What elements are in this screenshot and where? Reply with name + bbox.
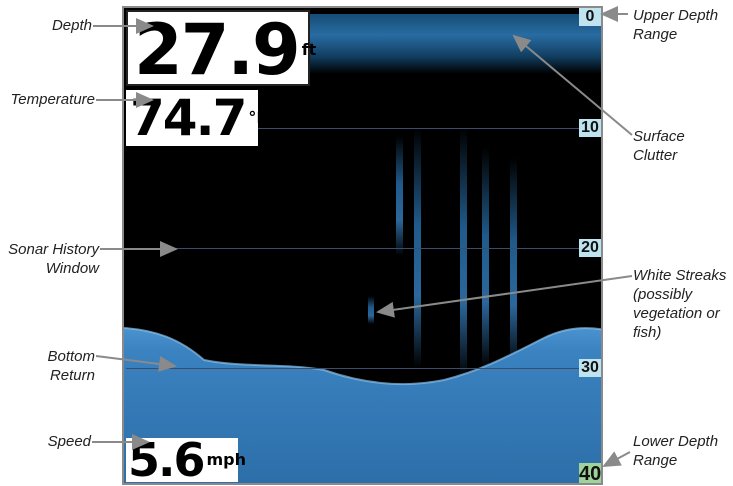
bottom-return-callout: Bottom Return [47, 347, 95, 385]
surface-clutter-callout-line [512, 34, 633, 136]
upper-depth-range-line-1: Upper Depth [633, 7, 719, 24]
temperature-unit: °F [248, 108, 268, 127]
white-streaks-callout: White Streaks (possibly vegetation or fi… [633, 266, 726, 342]
depth-callout: Depth [51, 17, 92, 34]
fish-arch [368, 296, 374, 324]
fish-arch [482, 148, 489, 368]
depth-readout: 27.9 ft [126, 10, 316, 88]
lower-depth-range-callout: Lower Depth Range [633, 432, 718, 470]
surface-clutter-line-2: Clutter [633, 147, 678, 164]
surface-clutter-line-1: Surface [633, 128, 685, 145]
speed-callout: Speed [47, 433, 91, 450]
white-streaks-callout-line [376, 275, 633, 318]
depth-tick-lower: 40 [579, 463, 602, 485]
sonar-history-line-2: Window [45, 260, 99, 277]
lower-range-callout-line [602, 451, 631, 467]
fish-arch [460, 128, 467, 378]
fish-arch [510, 158, 517, 368]
depth-gridline-10 [126, 128, 579, 129]
depth-tick-upper: 0 [579, 8, 601, 26]
upper-depth-range-callout: Upper Depth Range [633, 6, 718, 44]
white-streaks-line-4: fish) [633, 324, 662, 341]
fish-arch [396, 136, 403, 256]
white-streaks-line-3: vegetation or [633, 305, 720, 322]
upper-depth-range-line-2: Range [633, 26, 678, 43]
depth-tick-20: 20 [579, 239, 601, 257]
depth-unit: ft [301, 40, 317, 59]
speed-unit: mph [206, 450, 247, 469]
bottom-return-callout-line [95, 355, 177, 372]
white-streaks-line-2: (possibly [633, 286, 693, 303]
depth-value: 27.9 [134, 9, 301, 91]
sonar-history-callout: Sonar History Window [8, 240, 99, 278]
lower-depth-range-line-2: Range [633, 452, 678, 469]
surface-clutter [310, 14, 601, 74]
lower-depth-range-line-1: Lower Depth [633, 433, 719, 450]
bottom-return-line-1: Bottom [47, 348, 95, 365]
depth-tick-10: 10 [579, 119, 601, 137]
depth-gridline-30 [126, 368, 579, 369]
bottom-return-graphic [124, 327, 601, 483]
depth-tick-30: 30 [579, 359, 601, 377]
sonar-history-line-1: Sonar History [8, 241, 99, 258]
temperature-callout: Temperature [10, 91, 96, 108]
sonar-display: 0 10 20 30 40 27.9 ft 74.7 °F 5.6 mph [122, 6, 603, 485]
bottom-return-line-2: Return [49, 367, 95, 384]
surface-clutter-callout: Surface Clutter [633, 127, 685, 165]
depth-gridline-20 [126, 248, 579, 249]
white-streaks-line-1: White Streaks [633, 267, 727, 284]
